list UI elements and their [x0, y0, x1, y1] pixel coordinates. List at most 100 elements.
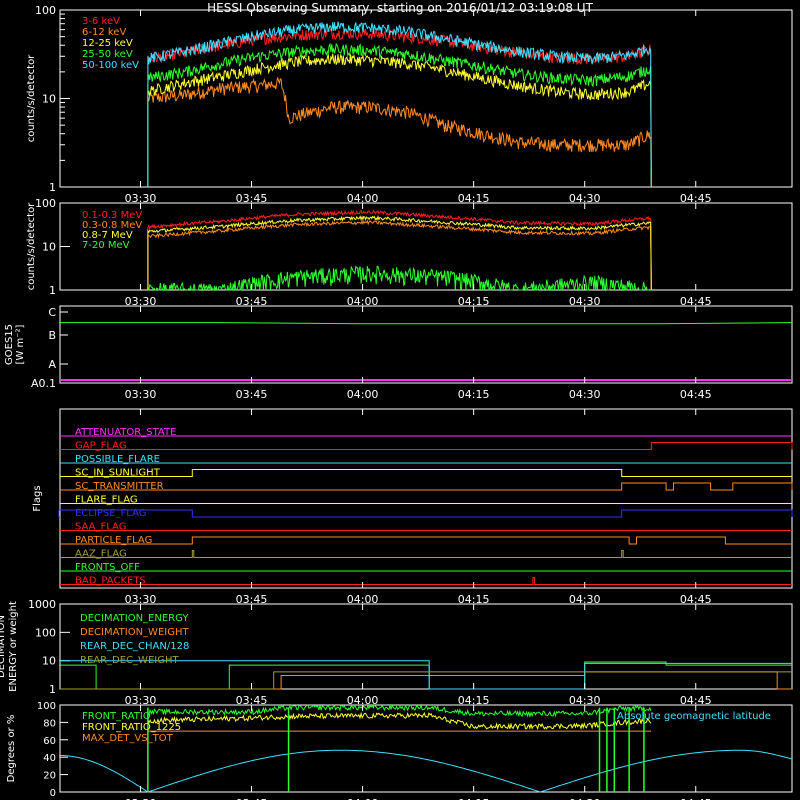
panel6-xtick-label-3: 04:15	[458, 797, 490, 800]
panel2-series-line-2	[147, 214, 652, 291]
panel4-ylabel: Flags	[32, 485, 43, 511]
panel5-legend-1: DECIMATION_WEIGHT	[80, 627, 189, 638]
panel3-series-line-0	[59, 322, 793, 325]
panel6-xtick-label-4: 04:30	[569, 797, 601, 800]
panel4-frame	[59, 408, 793, 589]
panel2-legend-2: 0.8-7 MeV	[82, 230, 133, 241]
panel4-flag-label-5: FLARE_FLAG	[75, 495, 138, 506]
panel1-ytick-label-2: 100	[35, 4, 56, 17]
panel2-xtick-label-3: 04:15	[458, 295, 490, 308]
panel3-xtick-label-5: 04:45	[680, 388, 712, 401]
panel1-ylabel: counts/s/detector	[26, 54, 37, 142]
panel5-xtick-label-3: 04:15	[458, 694, 490, 707]
panel5-legend-0: DECIMATION_ENERGY	[80, 613, 189, 624]
panel4-flag-label-8: PARTICLE_FLAG	[75, 535, 152, 546]
panel4-flag-label-2: POSSIBLE_FLARE	[75, 454, 160, 465]
panel1-series-2	[147, 53, 652, 188]
panel3-ytick-label-3: C	[48, 306, 56, 319]
panel5-legend-2: REAR_DEC_CHAN/128	[80, 641, 189, 652]
panel1-legend-3: 25-50 keV	[82, 49, 133, 60]
panel1-ytick-label-1: 10	[42, 93, 56, 106]
panel4-xtick-label-5: 04:45	[680, 593, 712, 606]
panel6-ytick-label-4: 80	[43, 718, 56, 729]
panel5-frame	[59, 603, 793, 690]
panel3-ytick-label-1: A	[48, 358, 56, 371]
panel6-legend-0: FRONT_RATIO	[82, 711, 151, 722]
panel2-xtick-label-4: 04:30	[569, 295, 601, 308]
page-title: HESSI Observing Summary, starting on 201…	[207, 1, 593, 15]
panel3-ylabel-2: [W m⁻²]	[15, 324, 26, 364]
panel1-xtick-label-3: 04:15	[458, 192, 490, 205]
panel1-xtick-label-2: 04:00	[347, 192, 379, 205]
panel2-xtick-label-0: 03:30	[125, 295, 157, 308]
panel2-series-0	[147, 209, 652, 291]
panel5-ytick-label-2: 100	[35, 626, 56, 639]
panel6-legend-1: FRONT_RATIO_1225	[82, 722, 181, 733]
panel4-xtick-label-1: 03:45	[236, 593, 268, 606]
panel5-legend-3: REAR_DEC_WEIGHT	[80, 655, 179, 666]
panel2-ytick-label-2: 100	[35, 197, 56, 210]
panel5-series-line-3	[59, 671, 792, 690]
panel4-flag-label-3: SC_IN_SUNLIGHT	[75, 468, 161, 479]
panel1-series-line-3	[147, 42, 652, 188]
panel5-ylabel-2: ENERGY or weight	[8, 601, 19, 692]
panel3-xtick-label-3: 04:15	[458, 388, 490, 401]
panel3-xtick-label-1: 03:45	[236, 388, 268, 401]
panel3-ytick-label-2: B	[48, 329, 56, 342]
panel2-series-line-0	[147, 209, 652, 291]
panel5-ytick-label-1: 10	[42, 655, 56, 668]
panel6-series-line-3	[59, 749, 793, 793]
panel2-xtick-label-5: 04:45	[680, 295, 712, 308]
panel5-xtick-label-0: 03:30	[125, 694, 157, 707]
panel5-ytick-label-3: 1000	[28, 598, 56, 611]
panel6-xtick-label-0: 03:30	[125, 797, 157, 800]
panel2-ylabel: counts/s/detector	[26, 202, 37, 290]
panel6-xtick-label-1: 03:45	[236, 797, 268, 800]
panel5-xtick-label-5: 04:45	[680, 694, 712, 707]
panel1-series-3	[147, 42, 652, 188]
panel6-series-line-0	[147, 703, 652, 719]
panel2-legend-3: 7-20 MeV	[82, 240, 130, 251]
panel4-flag-label-1: GAP_FLAG	[75, 441, 127, 452]
panel1-series-line-4	[147, 21, 652, 188]
panel5-xtick-label-1: 03:45	[236, 694, 268, 707]
panel3-xtick-label-4: 04:30	[569, 388, 601, 401]
panel6-series-line-1	[147, 711, 652, 731]
panel2-legend-1: 0.3-0.8 MeV	[82, 220, 142, 231]
panel6-ylabel: Degrees or %	[6, 715, 17, 783]
panel1-xtick-label-1: 03:45	[236, 192, 268, 205]
panel4-flag-label-11: BAD_PACKETS	[75, 576, 146, 587]
panel6-xtick-label-5: 04:45	[680, 797, 712, 800]
panel5-xtick-label-2: 04:00	[347, 694, 379, 707]
panel5-ytick-label-0: 1	[49, 683, 56, 696]
panel3-ylabel: GOES15	[4, 324, 15, 365]
panel1-legend-0: 3-6 keV	[82, 16, 120, 27]
panel4-flag-line-11	[60, 577, 792, 585]
panel3-frame	[59, 305, 793, 384]
panel3-xtick-label-2: 04:00	[347, 388, 379, 401]
panel6-frame	[59, 704, 793, 793]
panel4-flag-line-6	[58, 509, 793, 518]
panel1-series-4	[147, 21, 652, 188]
panel4-flag-line-3	[60, 469, 792, 477]
panel4-flag-line-1	[60, 442, 793, 450]
panel2-xtick-label-1: 03:45	[236, 295, 268, 308]
panel1-xtick-label-0: 03:30	[125, 192, 157, 205]
panel6-ytick-label-2: 40	[43, 753, 56, 764]
panel4-xtick-label-3: 04:15	[458, 593, 490, 606]
panel2-ytick-label-1: 10	[42, 241, 56, 254]
panel6-annotation: Absolute geomagnetic latitude	[617, 711, 771, 722]
panel6-ytick-label-1: 20	[43, 771, 56, 782]
panel5-series-line-1	[59, 671, 792, 690]
panel4-flag-line-4	[60, 482, 793, 491]
panel1-xtick-label-4: 04:30	[569, 192, 601, 205]
panel4-flag-label-0: ATTENUATOR_STATE	[75, 427, 176, 438]
panel4-xtick-label-4: 04:30	[569, 593, 601, 606]
panel2-xtick-label-2: 04:00	[347, 295, 379, 308]
panel3-ytick-label-0: A0.1	[31, 377, 56, 390]
panel2-series-3	[147, 265, 652, 292]
panel6-legend-2: MAX_DET_VS_TOT	[82, 733, 174, 744]
panel4-xtick-label-2: 04:00	[347, 593, 379, 606]
panel5-xtick-label-4: 04:30	[569, 694, 601, 707]
